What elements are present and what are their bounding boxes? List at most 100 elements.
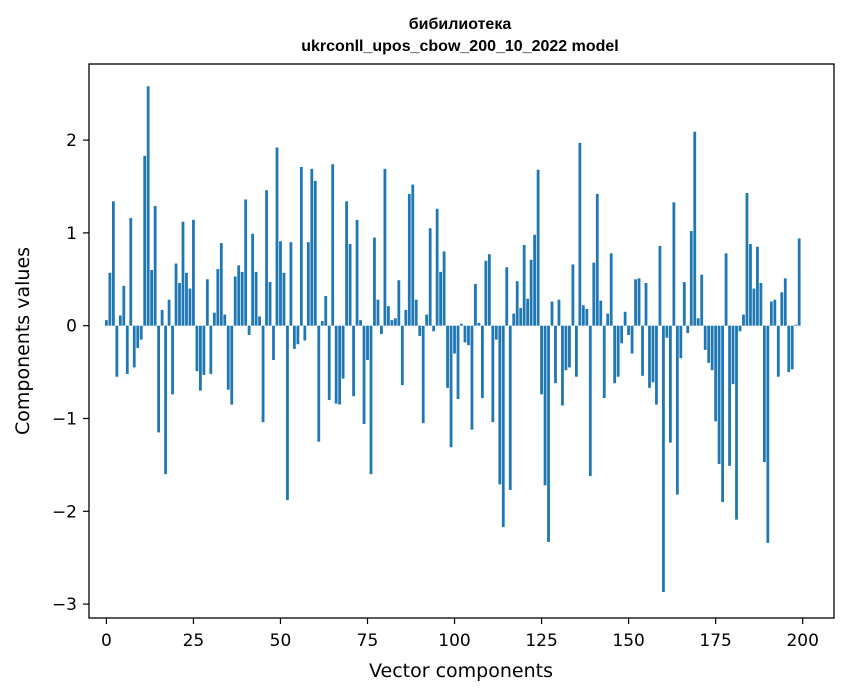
bar <box>428 228 432 326</box>
bar <box>564 325 568 371</box>
bar <box>132 325 136 368</box>
bar <box>146 86 150 326</box>
bar <box>484 260 488 326</box>
bar <box>171 325 174 395</box>
bar <box>418 325 422 336</box>
bar <box>338 325 342 405</box>
bar <box>648 325 651 388</box>
bar <box>776 325 780 377</box>
x-tick-label: 0 <box>101 631 112 651</box>
bar <box>380 325 383 335</box>
bar <box>261 325 265 423</box>
y-tick-label: −1 <box>52 409 77 429</box>
bar <box>244 199 248 326</box>
bar <box>780 292 784 326</box>
bar <box>310 168 314 326</box>
bar <box>641 325 644 376</box>
bar <box>226 325 230 390</box>
bar <box>313 180 317 326</box>
x-tick-label: 25 <box>183 631 205 651</box>
bar <box>369 325 373 475</box>
bar <box>157 325 161 433</box>
bar <box>658 245 662 326</box>
bar <box>383 168 387 326</box>
y-tick-label: −2 <box>52 502 77 522</box>
bar <box>585 308 589 326</box>
x-tick-label: 125 <box>525 631 557 651</box>
y-axis-label: Components values <box>12 247 34 435</box>
bar <box>125 325 129 374</box>
bar <box>400 325 404 386</box>
bar <box>223 314 227 326</box>
bar <box>703 325 707 350</box>
bar <box>216 269 220 326</box>
bar <box>512 313 516 326</box>
bar <box>397 280 401 326</box>
bar <box>675 325 679 495</box>
bar <box>111 201 115 326</box>
bar <box>240 271 244 326</box>
x-tick-label: 75 <box>357 631 379 651</box>
chart-title-line-2: ukrconll_upos_cbow_200_10_2022 model <box>301 38 618 55</box>
bar <box>254 271 258 326</box>
bar <box>491 325 495 423</box>
bar <box>463 325 467 343</box>
bar <box>289 242 293 326</box>
bar <box>623 311 627 326</box>
bar <box>533 234 536 326</box>
bar <box>376 299 380 326</box>
y-tick-label: 2 <box>66 131 77 151</box>
bar <box>637 278 641 326</box>
bar <box>668 325 672 443</box>
bar <box>366 325 369 361</box>
bar <box>327 325 331 400</box>
bar <box>738 325 742 332</box>
bar <box>616 325 620 377</box>
x-axis-label: Vector components <box>369 660 553 682</box>
bar <box>749 244 752 326</box>
bar <box>602 325 606 399</box>
bar <box>425 314 429 326</box>
bar <box>752 288 756 326</box>
bar <box>627 325 630 335</box>
bar <box>453 325 456 354</box>
bar <box>568 325 571 368</box>
bar <box>279 241 282 326</box>
bar <box>508 325 512 490</box>
bar-series <box>105 86 801 593</box>
bar <box>721 325 724 502</box>
bar <box>735 325 738 520</box>
bar <box>178 283 181 326</box>
bar <box>442 251 446 326</box>
bar <box>435 208 439 326</box>
x-tick-label: 150 <box>612 631 644 651</box>
bar <box>700 274 704 326</box>
bar <box>630 325 634 354</box>
bar <box>769 301 773 326</box>
bar <box>439 271 443 326</box>
bar <box>387 306 390 326</box>
bar <box>205 279 209 326</box>
bar <box>526 298 530 326</box>
x-tick-label: 50 <box>270 631 292 651</box>
bar <box>470 325 474 430</box>
bar <box>599 300 603 326</box>
bar <box>230 325 234 405</box>
bar <box>501 325 505 528</box>
bar <box>679 325 683 359</box>
bar <box>745 192 749 326</box>
bar <box>714 325 718 422</box>
bar <box>282 272 286 326</box>
bar <box>185 272 188 326</box>
bar <box>174 263 178 326</box>
bar <box>303 325 307 341</box>
bar <box>421 325 425 424</box>
bar <box>519 308 523 326</box>
bar <box>606 313 610 326</box>
bar <box>693 131 697 326</box>
bar <box>766 325 770 543</box>
bar <box>299 167 303 326</box>
bar <box>588 325 592 477</box>
bar <box>118 315 122 326</box>
bar <box>794 324 798 326</box>
